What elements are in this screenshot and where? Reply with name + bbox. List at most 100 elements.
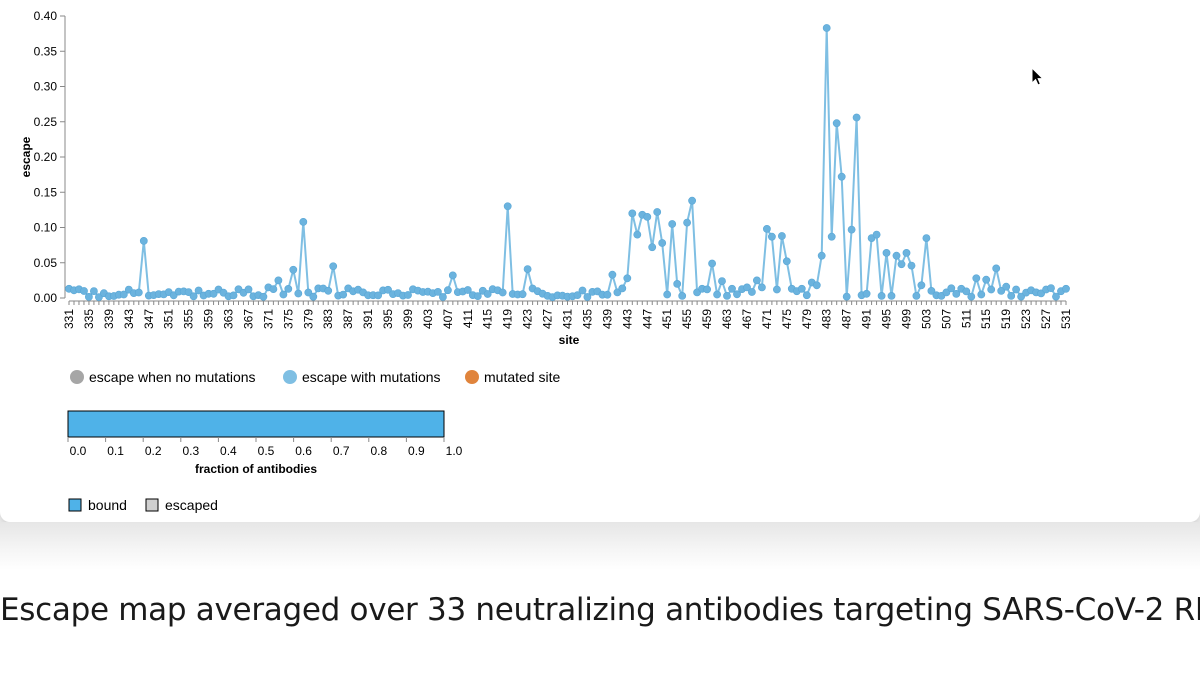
fraction-tick-label: 0.6 <box>295 444 312 458</box>
data-point <box>184 288 193 296</box>
data-point <box>1012 285 1020 294</box>
escape-series[interactable] <box>65 24 1070 301</box>
y-tick-label: 0.15 <box>34 185 58 199</box>
data-point <box>992 264 1001 273</box>
data-point <box>802 291 811 300</box>
data-point <box>85 292 93 301</box>
data-point <box>339 290 348 299</box>
data-point <box>912 291 921 300</box>
fraction-tick-label: 1.0 <box>446 444 463 458</box>
y-tick-label: 0.05 <box>34 256 58 270</box>
x-tick-label: 471 <box>760 309 774 329</box>
data-point <box>1047 284 1055 292</box>
data-point <box>847 225 856 234</box>
x-tick-label: 339 <box>102 309 116 329</box>
x-tick-label: 495 <box>880 309 894 329</box>
data-point <box>837 172 846 181</box>
data-point <box>299 217 308 226</box>
x-tick-label: 399 <box>401 309 415 329</box>
fraction-legend-label: bound <box>88 497 127 513</box>
y-axis: 0.00 0.05 0.10 0.15 0.20 0.25 0.30 0.35 0.40 <box>34 9 66 305</box>
x-axis: 331 335 339 343 347 351 355 359 363 367 371 375 379 3… <box>62 300 1073 329</box>
data-point <box>733 290 741 299</box>
x-tick-label: 351 <box>162 309 176 329</box>
x-tick-label: 499 <box>899 309 913 329</box>
data-point <box>753 276 761 285</box>
data-point <box>782 257 791 266</box>
fraction-tick-label: 0.2 <box>145 444 162 458</box>
data-point <box>947 284 956 293</box>
data-point <box>743 283 751 292</box>
data-point <box>673 279 682 288</box>
x-tick-label: 419 <box>501 309 515 329</box>
data-point <box>433 287 442 296</box>
x-tick-label: 407 <box>441 309 455 329</box>
escape-line <box>68 27 1067 300</box>
data-point <box>842 292 851 301</box>
x-tick-label: 411 <box>461 309 475 328</box>
x-tick-label: 475 <box>780 309 794 329</box>
data-point <box>663 290 672 299</box>
fraction-tick-label: 0.9 <box>408 444 425 458</box>
data-point <box>668 220 677 228</box>
data-point <box>244 285 253 294</box>
data-point <box>618 284 627 293</box>
data-point <box>329 262 338 271</box>
data-point <box>872 230 881 239</box>
data-point <box>952 289 961 298</box>
chart-card: 0.00 0.05 0.10 0.15 0.20 0.25 0.30 0.35 0.40 331… <box>19 9 1073 513</box>
legend-marker <box>70 370 84 384</box>
data-point <box>678 291 687 300</box>
data-point <box>688 196 696 205</box>
data-point <box>882 248 891 257</box>
data-point <box>852 113 861 122</box>
fraction-legend-label: escaped <box>165 497 218 513</box>
x-tick-label: 331 <box>62 309 76 329</box>
data-point <box>653 208 662 216</box>
data-point <box>229 291 238 300</box>
data-point <box>139 236 148 245</box>
data-point <box>608 270 617 279</box>
x-tick-label: 463 <box>720 309 734 329</box>
fraction-legend: bound escaped <box>68 497 218 513</box>
data-point <box>658 239 667 247</box>
x-tick-label: 355 <box>182 309 196 329</box>
data-point <box>997 286 1006 295</box>
data-point <box>987 285 996 294</box>
data-point <box>1002 282 1011 291</box>
data-point <box>713 290 721 299</box>
data-point <box>832 119 841 128</box>
x-tick-label: 487 <box>840 309 854 329</box>
data-point <box>967 292 976 301</box>
data-point <box>269 285 278 293</box>
data-point <box>134 288 143 297</box>
data-point <box>892 251 901 260</box>
data-point <box>768 232 776 241</box>
data-point <box>289 265 298 274</box>
legend-marker <box>465 370 479 384</box>
data-point <box>703 285 711 294</box>
x-tick-label: 347 <box>142 309 156 329</box>
data-point <box>723 291 731 300</box>
x-tick-label: 431 <box>561 309 575 329</box>
data-point <box>628 209 637 218</box>
mouse-cursor-icon <box>1031 66 1045 86</box>
x-tick-label: 523 <box>1019 309 1033 329</box>
data-point <box>977 290 986 299</box>
x-tick-label: 511 <box>959 309 973 328</box>
fraction-tick-label: 0.1 <box>107 444 124 458</box>
data-point <box>443 286 452 295</box>
data-point <box>503 202 512 211</box>
x-tick-label: 383 <box>321 309 335 329</box>
legend-label: mutated site <box>484 369 560 385</box>
x-tick-label: 395 <box>381 309 395 329</box>
data-point <box>728 284 736 293</box>
x-tick-label: 447 <box>640 309 654 329</box>
bound-fraction-fill <box>67 410 445 438</box>
legend-label: escape with mutations <box>302 369 441 385</box>
x-tick-label: 483 <box>820 309 834 329</box>
x-tick-label: 423 <box>521 309 535 329</box>
data-point <box>907 261 916 270</box>
data-point <box>633 230 642 239</box>
x-tick-label: 371 <box>261 309 275 329</box>
